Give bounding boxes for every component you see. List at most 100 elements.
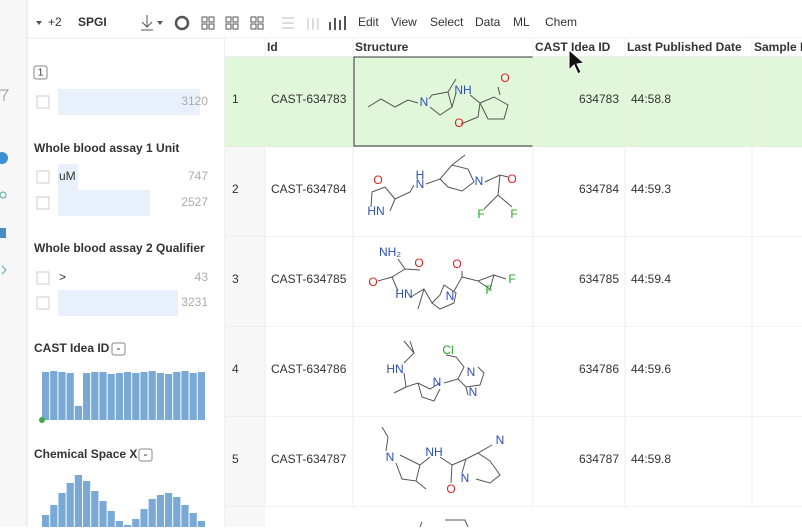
- filter-bar: [58, 164, 78, 190]
- mouse-cursor: [568, 48, 586, 75]
- project-name[interactable]: SPGI: [78, 15, 107, 29]
- histogram-bar: [140, 509, 148, 527]
- filter-icon[interactable]: [0, 89, 9, 101]
- bond: [451, 92, 457, 108]
- row-number: 5: [232, 452, 239, 466]
- cell-id: CAST-634783: [271, 92, 347, 106]
- cell-id: CAST-634785: [271, 272, 347, 286]
- checkbox[interactable]: [36, 296, 50, 310]
- refresh-icon[interactable]: [174, 15, 190, 31]
- histogram-bar: [181, 505, 189, 527]
- cell-idea: 634787: [579, 452, 619, 466]
- histogram-bar: [115, 521, 123, 527]
- atom-label: NH₂: [379, 245, 401, 259]
- menu-item[interactable]: Select: [430, 15, 464, 29]
- atom-label: H: [416, 168, 425, 182]
- menu-item[interactable]: View: [391, 15, 417, 29]
- histogram-bar: [165, 493, 173, 527]
- column-header[interactable]: Id: [267, 40, 278, 54]
- histogram-bar: [189, 513, 197, 527]
- checkbox[interactable]: [36, 95, 50, 109]
- range-dot[interactable]: [39, 417, 45, 423]
- histogram-bar: [50, 505, 58, 527]
- histogram-bar: [42, 515, 50, 527]
- pie-icon[interactable]: [0, 152, 8, 164]
- chevron-icon[interactable]: [1, 265, 7, 275]
- grid-row[interactable]: [225, 237, 802, 327]
- checkbox[interactable]: [36, 196, 50, 210]
- row-number: 1: [232, 92, 239, 106]
- atom-label: N: [386, 450, 395, 464]
- row-number: 4: [232, 362, 239, 376]
- histogram-bar: [132, 519, 140, 527]
- bond: [447, 78, 457, 93]
- histogram-bar: [173, 497, 181, 527]
- grid-row[interactable]: [225, 327, 802, 417]
- histogram-bar: [83, 481, 91, 527]
- bond: [453, 271, 507, 292]
- cell-idea: 634784: [579, 182, 619, 196]
- histogram-bar: [58, 372, 66, 420]
- atom-label: HN: [386, 362, 403, 376]
- bond: [479, 96, 509, 120]
- atom-label: HN: [395, 287, 412, 301]
- cell-id: CAST-634787: [271, 452, 347, 466]
- histogram-bar: [74, 406, 82, 420]
- atom-label: F: [477, 207, 484, 221]
- row-number-cell: [225, 327, 265, 417]
- badge: [33, 65, 48, 80]
- grid-row[interactable]: [225, 57, 802, 147]
- bond: [417, 382, 441, 402]
- grid-row[interactable]: [225, 417, 802, 507]
- item-count: 43: [195, 270, 209, 284]
- histogram-bar: [173, 372, 181, 420]
- histogram-bar: [124, 372, 132, 420]
- atom-label: N: [461, 471, 470, 485]
- menu-item[interactable]: Edit: [358, 15, 379, 29]
- histogram-bar: [132, 373, 140, 420]
- histogram-bar: [140, 372, 148, 420]
- atom-label: O: [414, 256, 423, 270]
- menu-item[interactable]: Data: [475, 15, 501, 29]
- column-header[interactable]: Structure: [355, 40, 409, 54]
- share-icon[interactable]: [0, 191, 7, 199]
- atom-label: N: [467, 365, 476, 379]
- row-number-cell: [225, 417, 265, 507]
- item-count: 3231: [181, 295, 208, 309]
- bond: [417, 288, 425, 310]
- histogram-bar: [156, 373, 164, 420]
- dropdown-icon[interactable]: [36, 21, 42, 25]
- histogram-bar: [50, 371, 58, 420]
- histogram-bar: [91, 491, 99, 527]
- checkbox[interactable]: [36, 170, 50, 184]
- atom-label: O: [500, 71, 509, 85]
- row-number: 3: [232, 272, 239, 286]
- column-header[interactable]: CAST Idea ID: [535, 40, 611, 54]
- bond: [425, 164, 475, 192]
- checkbox[interactable]: [36, 271, 50, 285]
- badge[interactable]: [138, 448, 153, 462]
- bond: [483, 174, 513, 210]
- bond: [381, 426, 389, 452]
- cell-date: 44:59.6: [631, 362, 671, 376]
- menu-item[interactable]: ML: [513, 15, 530, 29]
- column-header[interactable]: Sample I: [754, 40, 802, 54]
- histogram-title: Chemical Space X: [34, 447, 137, 461]
- download-icon[interactable]: [141, 15, 153, 31]
- item-count: 3120: [181, 94, 208, 108]
- chart-icon[interactable]: [0, 228, 6, 238]
- layout-icons[interactable]: [201, 16, 264, 30]
- toolbar-count[interactable]: +2: [48, 15, 62, 29]
- menu-item[interactable]: Chem: [545, 15, 577, 29]
- column-header[interactable]: Last Published Date: [627, 40, 742, 54]
- bond: [443, 354, 485, 396]
- histogram-bar: [107, 511, 115, 527]
- group-title: Whole blood assay 1 Unit: [34, 141, 179, 155]
- item-label: >: [59, 270, 66, 284]
- histogram-bar: [83, 373, 91, 420]
- bar-icon[interactable]: [329, 16, 346, 30]
- grid-row[interactable]: [225, 147, 802, 237]
- histogram-bar: [115, 373, 123, 420]
- badge[interactable]: [111, 342, 126, 356]
